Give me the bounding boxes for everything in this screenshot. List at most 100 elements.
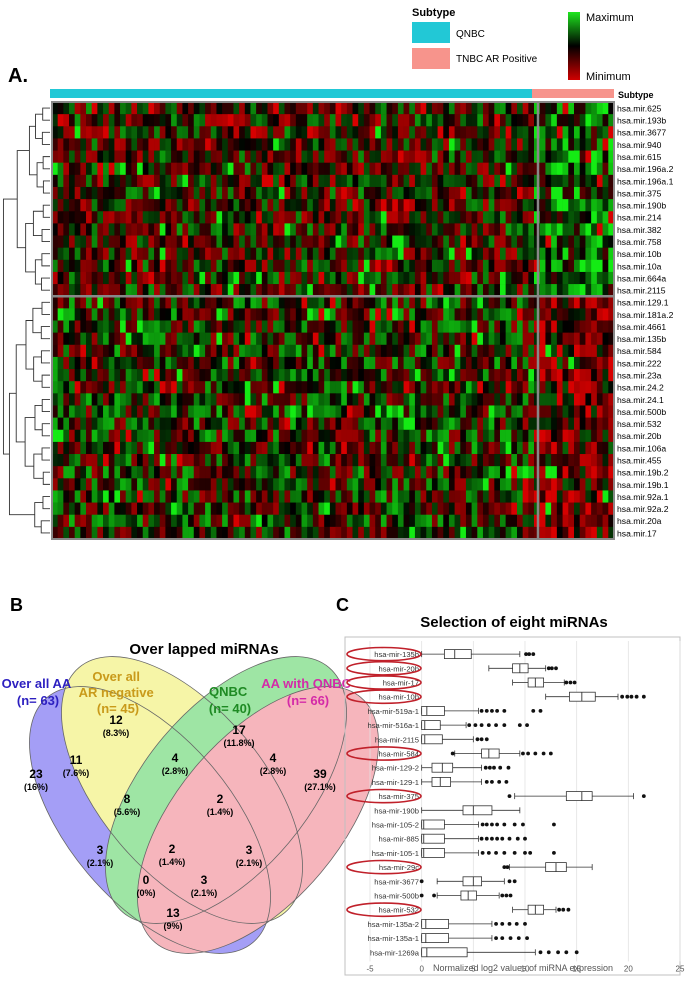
heatmap-cell — [301, 369, 308, 382]
heatmap-cell — [222, 259, 229, 273]
heatmap-cell — [465, 114, 472, 127]
heatmap-cell — [312, 441, 319, 455]
heatmap-cell — [431, 429, 438, 443]
heatmap-cell — [426, 514, 433, 528]
heatmap-cell — [551, 247, 558, 261]
heatmap-cell — [199, 223, 206, 236]
heatmap-cell — [460, 235, 467, 248]
heatmap-cell — [494, 284, 501, 297]
heatmap-cell — [602, 259, 609, 273]
heatmap-cell — [591, 138, 598, 151]
heatmap-cell — [114, 393, 121, 406]
heatmap-cell — [131, 381, 138, 394]
heatmap-cell — [86, 126, 92, 139]
heatmap-cell — [528, 174, 535, 188]
heatmap-cell — [205, 454, 212, 467]
heatmap-cell — [386, 320, 393, 333]
heatmap-cell — [454, 466, 461, 479]
heatmap-cell — [318, 271, 325, 285]
heatmap-cell — [97, 466, 104, 479]
heatmap-cell — [556, 332, 563, 346]
boxplot-x-tick-label: 10 — [521, 964, 530, 973]
heatmap-cell — [574, 429, 581, 443]
heatmap-cell — [267, 174, 274, 188]
heatmap-cell — [539, 150, 546, 163]
heatmap-cell — [57, 514, 64, 528]
heatmap-cell — [386, 526, 393, 540]
heatmap-cell — [52, 199, 58, 212]
heatmap-cell — [443, 259, 450, 273]
heatmap-cell — [52, 114, 58, 127]
heatmap-cell — [426, 441, 433, 455]
heatmap-cell — [256, 296, 263, 309]
heatmap-cell — [233, 466, 240, 479]
heatmap-cell — [142, 199, 149, 212]
heatmap-cell — [545, 138, 552, 151]
heatmap-cell — [499, 102, 506, 115]
heatmap-cell — [499, 369, 506, 382]
heatmap-cell — [63, 114, 70, 127]
heatmap-cell — [120, 526, 127, 540]
heatmap-cell — [307, 223, 314, 236]
heatmap-cell — [97, 429, 104, 443]
heatmap-cell — [142, 235, 149, 248]
heatmap-cell — [142, 308, 149, 321]
heatmap-cell — [154, 150, 161, 163]
heatmap-cell — [596, 393, 603, 406]
heatmap-cell — [278, 174, 285, 188]
heatmap-cell — [52, 102, 58, 115]
heatmap-cell — [239, 356, 246, 370]
heatmap-cell — [52, 174, 58, 188]
heatmap-cell — [227, 466, 234, 479]
heatmap-cell — [375, 454, 382, 467]
heatmap-cell — [290, 150, 297, 163]
heatmap-cell — [97, 259, 104, 273]
heatmap-cell — [556, 344, 563, 358]
heatmap-cell — [596, 247, 603, 261]
heatmap-cell — [114, 441, 121, 455]
heatmap-cell — [324, 162, 331, 176]
heatmap-cell — [307, 514, 314, 528]
heatmap-cell — [409, 332, 416, 346]
heatmap-cell — [591, 211, 598, 224]
heatmap-cell — [477, 502, 484, 516]
heatmap-cell — [585, 138, 592, 151]
heatmap-cell — [278, 296, 285, 309]
heatmap-cell — [57, 247, 64, 261]
heatmap-cell — [199, 102, 206, 115]
boxplot-outlier — [502, 723, 507, 727]
heatmap-cell — [227, 186, 234, 200]
heatmap-cell — [431, 259, 438, 273]
heatmap-cell — [120, 284, 127, 297]
heatmap-cell — [97, 271, 104, 285]
boxplot-box — [512, 677, 577, 688]
heatmap-cell — [318, 502, 325, 516]
heatmap-cell — [488, 138, 495, 151]
heatmap-cell — [216, 381, 223, 394]
heatmap-cell — [341, 417, 348, 431]
heatmap-cell — [171, 490, 178, 503]
heatmap-cell — [375, 162, 382, 176]
heatmap-row-label: hsa.mir.190b — [617, 201, 666, 211]
heatmap-cell — [295, 502, 302, 516]
heatmap-cell — [545, 199, 552, 212]
heatmap-cell — [443, 162, 450, 176]
boxplot-box — [421, 720, 529, 730]
heatmap-cell — [57, 454, 64, 467]
heatmap-cell — [278, 114, 285, 127]
heatmap-cell — [244, 405, 251, 418]
heatmap-cell — [363, 514, 370, 528]
heatmap-cell — [545, 223, 552, 236]
heatmap-cell — [210, 429, 217, 443]
heatmap-cell — [97, 514, 104, 528]
heatmap-cell — [165, 174, 172, 188]
heatmap-cell — [290, 466, 297, 479]
heatmap-cell — [528, 478, 535, 491]
heatmap-cell — [301, 308, 308, 321]
heatmap-cell — [437, 138, 444, 151]
heatmap-cell — [103, 356, 110, 370]
heatmap-cell — [437, 441, 444, 455]
heatmap-cell — [568, 271, 575, 285]
heatmap-cell — [278, 344, 285, 358]
heatmap-cell — [284, 405, 291, 418]
